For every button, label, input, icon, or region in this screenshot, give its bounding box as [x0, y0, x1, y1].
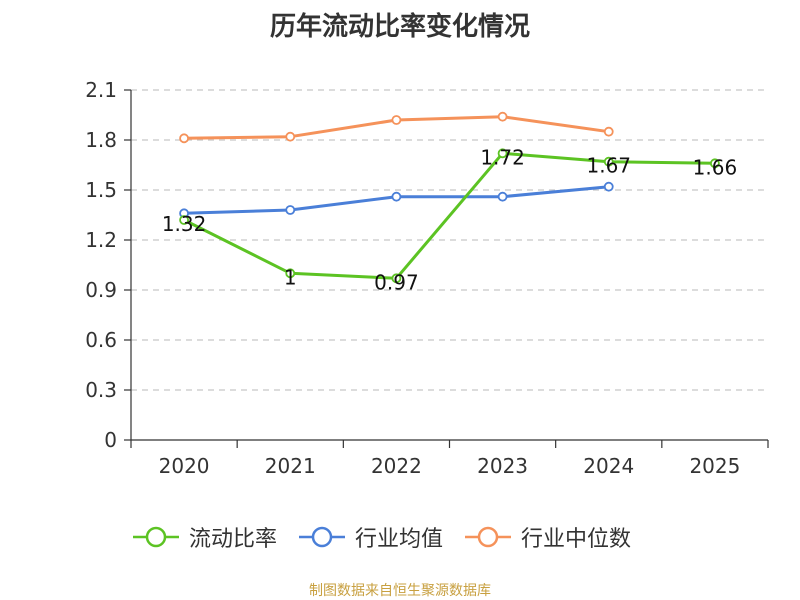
legend-line-marker-icon	[465, 526, 512, 548]
legend-label: 流动比率	[189, 527, 278, 552]
y-tick-label: 1.8	[85, 128, 117, 152]
legend-item-current-ratio[interactable]: 流动比率	[133, 521, 277, 553]
legend-label: 行业均值	[355, 527, 444, 552]
data-point	[391, 273, 402, 284]
source-note: 制图数据来自恒生聚源数据库	[309, 583, 491, 599]
data-point	[497, 148, 508, 159]
x-tick-label: 2023	[477, 454, 528, 478]
x-tick-label: 2021	[265, 454, 316, 478]
data-point	[391, 191, 402, 202]
data-point	[391, 115, 402, 125]
data-point	[603, 181, 614, 192]
x-tick-label: 2025	[689, 454, 740, 478]
x-tick-label: 2022	[371, 454, 422, 478]
data-point	[285, 205, 296, 215]
series-line	[183, 151, 715, 280]
data-label: 1.72	[480, 145, 525, 169]
data-label: 1.32	[162, 212, 207, 236]
data-label: 1	[284, 265, 297, 289]
data-point	[603, 126, 614, 137]
legend-item-industry-mean[interactable]: 行业均值	[299, 521, 443, 553]
y-tick-label: 1.5	[85, 178, 117, 202]
data-point	[603, 156, 614, 167]
y-tick-label: 0.9	[85, 278, 117, 302]
legend-line-marker-icon	[133, 526, 179, 548]
data-label: 0.97	[374, 270, 419, 294]
data-point	[497, 111, 508, 122]
y-tick-label: 0	[104, 428, 117, 452]
data-point	[285, 131, 296, 142]
y-tick-label: 0.6	[85, 328, 117, 352]
data-point	[497, 191, 508, 202]
grid-lines	[131, 89, 768, 391]
data-labels: 1.32 1 0.97 1.72 1.67 1.66	[162, 145, 737, 294]
data-point	[179, 215, 189, 225]
chart-title: 历年流动比率变化情况	[269, 12, 530, 42]
legend-item-industry-median[interactable]: 行业中位数	[465, 521, 631, 553]
data-point	[710, 158, 720, 169]
axes: 0 0.3 0.6 0.9 1.2 1.5 1.8 2.1 2020 2021 2022 2023 20…	[85, 78, 769, 478]
y-tick-label: 2.1	[85, 78, 117, 102]
x-tick-label: 2020	[159, 454, 210, 478]
series-group	[179, 111, 720, 284]
y-tick-label: 1.2	[85, 228, 117, 252]
data-label: 1.66	[693, 155, 738, 179]
legend: 流动比率 行业均值 行业中位数	[133, 521, 653, 553]
legend-line-marker-icon	[299, 526, 346, 548]
y-tick-label: 0.3	[85, 378, 117, 402]
data-label: 1.67	[586, 154, 631, 178]
data-point	[285, 268, 296, 279]
legend-label: 行业中位数	[521, 527, 632, 552]
data-point	[179, 133, 189, 144]
x-tick-label: 2024	[583, 454, 634, 478]
